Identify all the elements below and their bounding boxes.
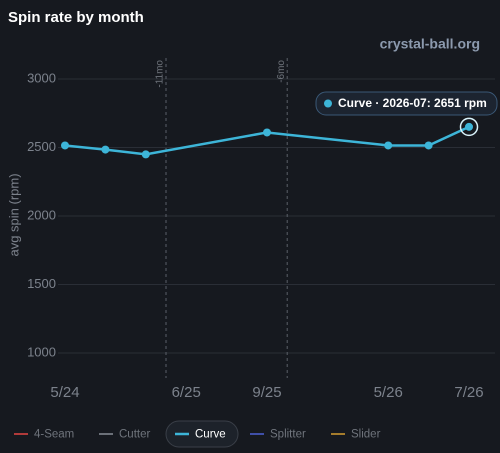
data-point [141,150,150,159]
legend-item[interactable]: Slider [331,429,381,441]
y-tick-label: 2000 [27,207,56,222]
watermark: crystal-ball.org [380,36,480,52]
marker-label: -6mo [276,60,287,83]
x-tick-label: 6/25 [172,384,201,401]
data-point [384,141,393,150]
legend-label: Curve [195,429,226,441]
legend-item[interactable]: Curve [165,420,239,448]
legend-label: Splitter [270,429,306,441]
highlight-ring [459,117,479,137]
data-point [465,122,473,131]
data-point [61,141,69,150]
y-tick-label: 1500 [27,276,56,291]
y-tick-label: 1000 [27,344,56,359]
chart-title: Spin rate by month [8,9,144,26]
y-tick-label: 3000 [27,70,56,85]
data-point [424,141,433,150]
legend-active-pill [165,420,239,448]
x-tick-label: 5/24 [50,384,79,401]
y-tick-label: 2500 [27,139,56,154]
legend-item[interactable]: Splitter [250,429,306,441]
legend-label: 4-Seam [34,429,74,441]
x-tick-label: 9/25 [252,384,281,401]
tooltip-text: Curve · 2026-07: 2651 rpm [338,96,487,110]
legend-item[interactable]: 4-Seam [14,429,74,441]
x-tick-label: 7/26 [454,384,483,401]
tooltip-dot [324,99,332,108]
data-point [263,128,271,137]
legend-label: Cutter [119,429,150,441]
marker-label: -11mo [155,60,166,88]
legend-item[interactable]: Cutter [99,429,150,441]
legend-label: Slider [351,429,381,441]
y-axis-label: avg spin (rpm) [6,173,21,256]
data-point [101,145,110,154]
x-tick-label: 5/26 [374,384,403,401]
tooltip: Curve · 2026-07: 2651 rpm [315,91,498,116]
tooltip-box [315,91,498,116]
